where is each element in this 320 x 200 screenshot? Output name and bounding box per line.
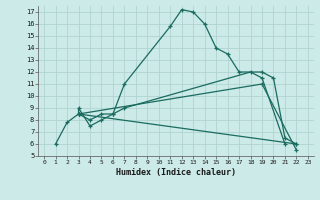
X-axis label: Humidex (Indice chaleur): Humidex (Indice chaleur) [116,168,236,177]
